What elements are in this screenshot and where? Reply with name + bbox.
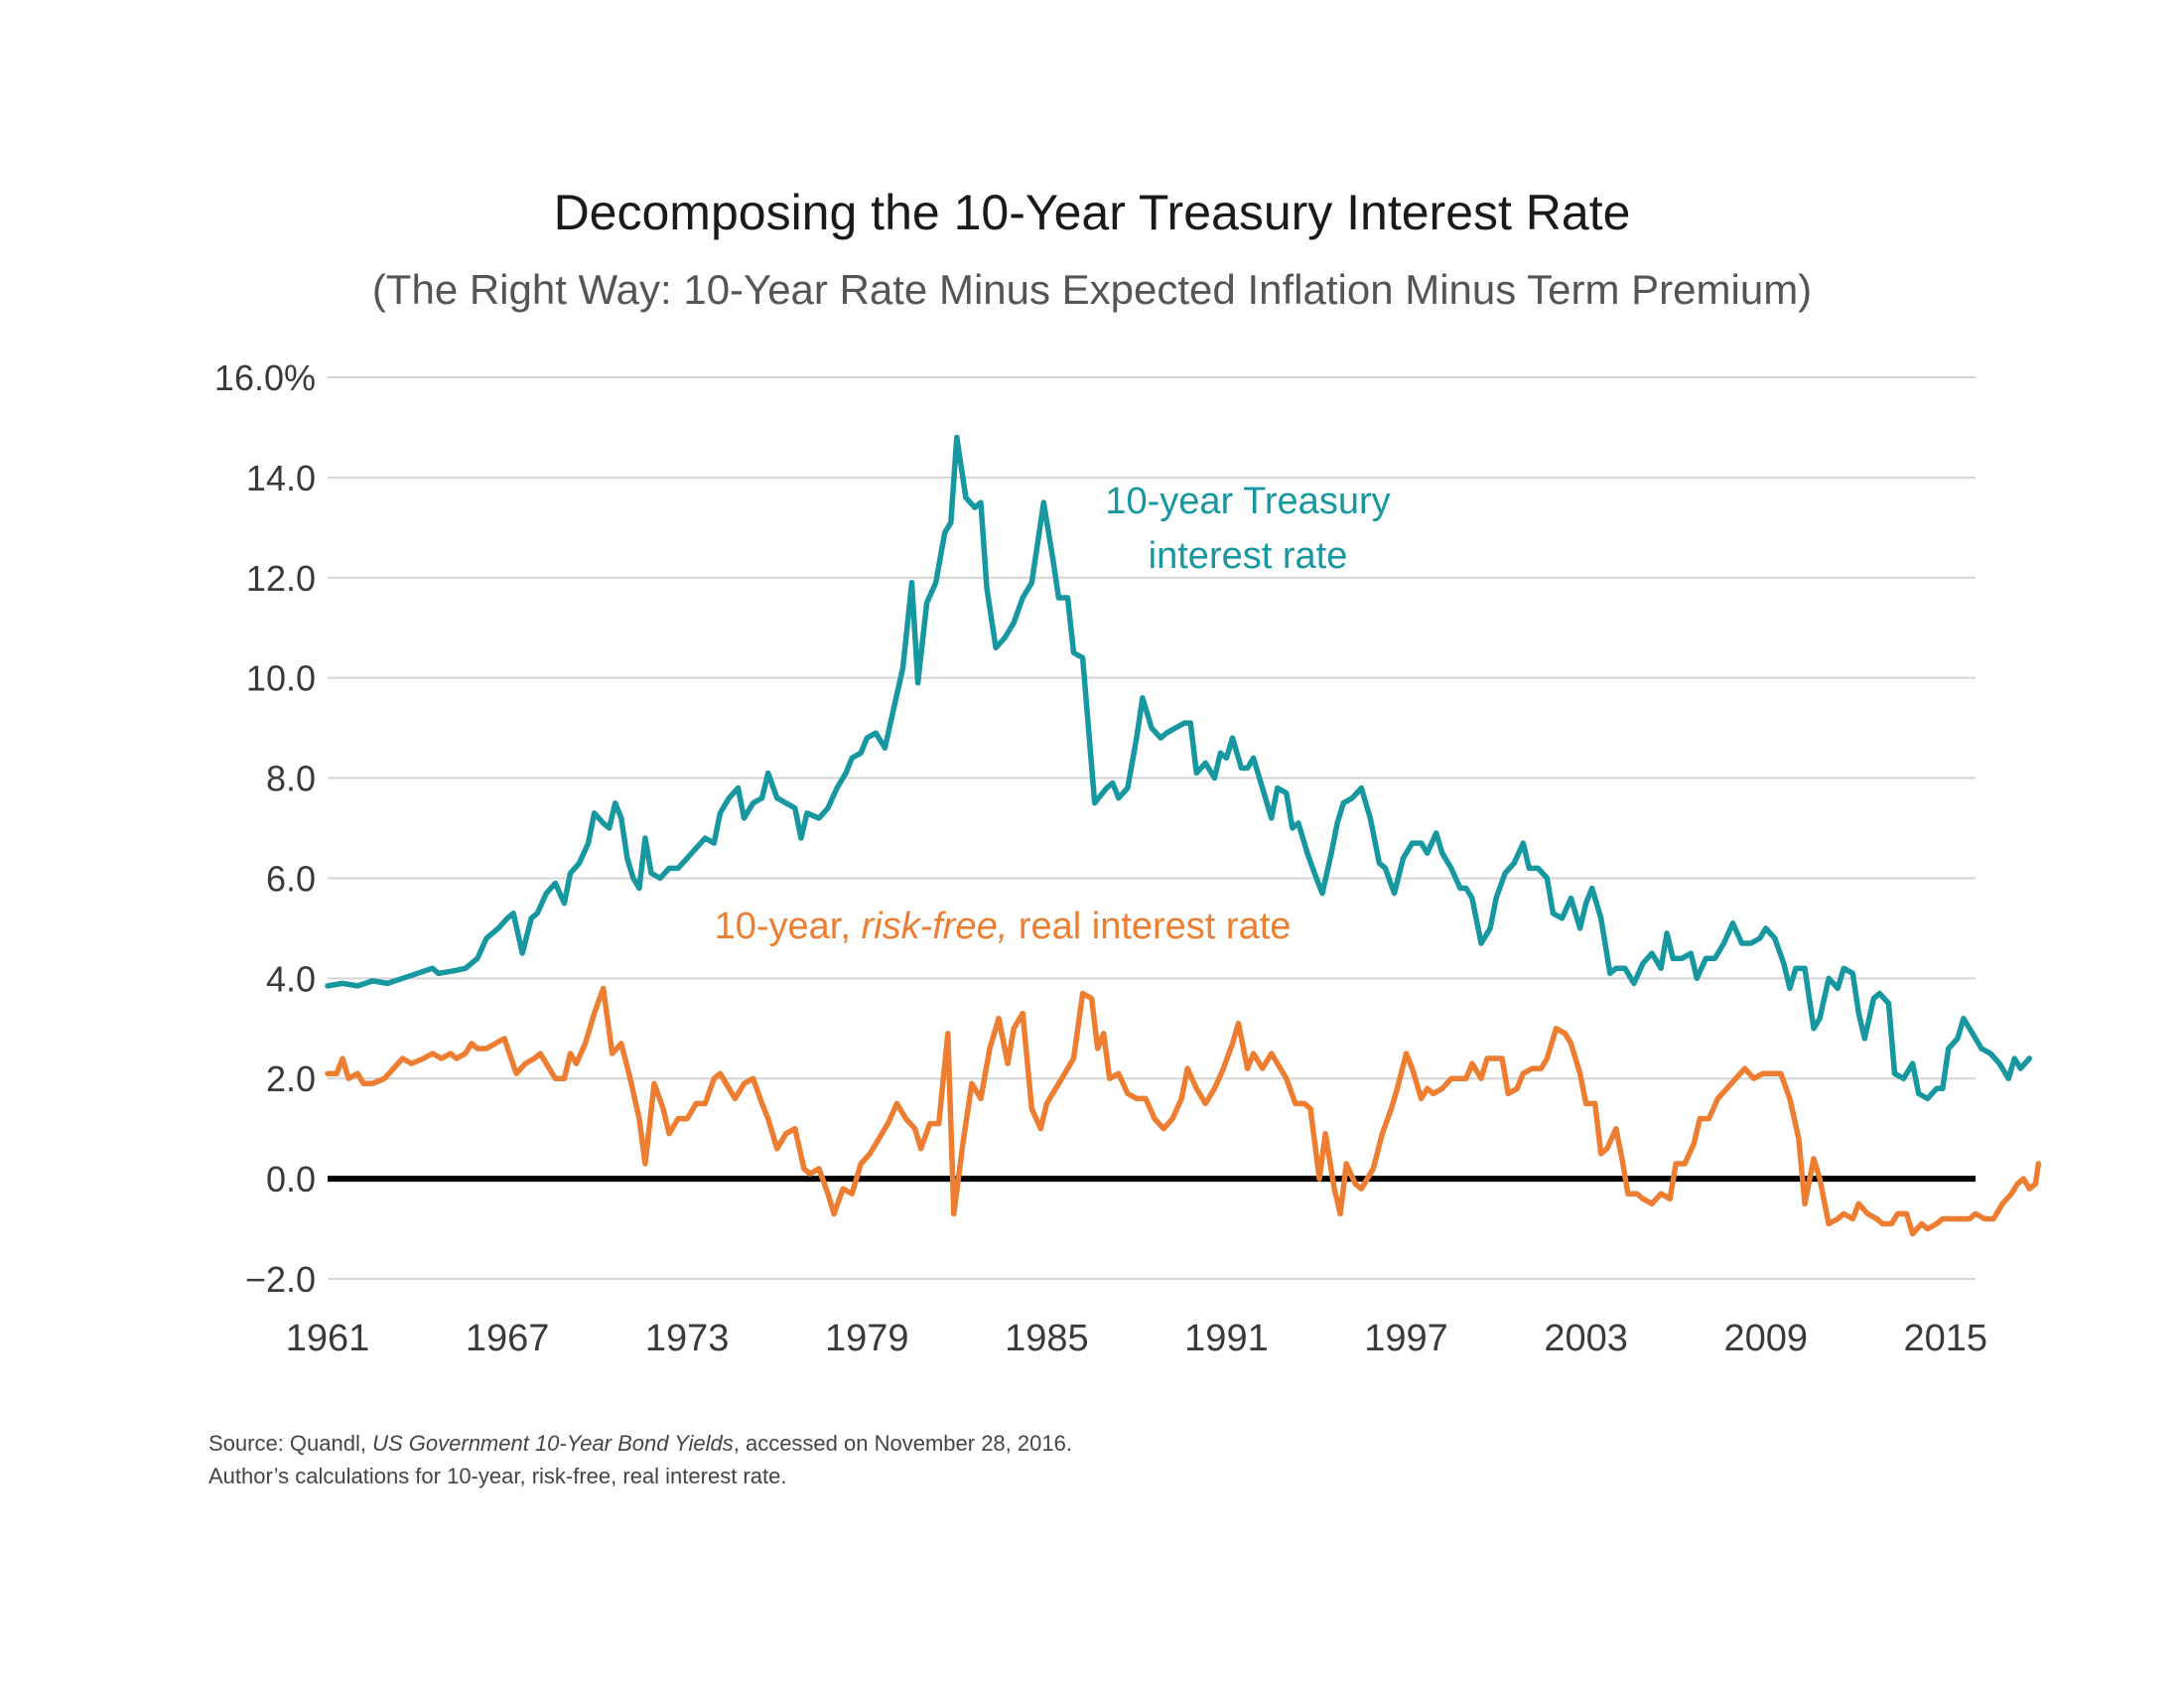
y-tick-label: 14.0 <box>246 458 316 498</box>
x-axis-ticks: 1961 1967 1973 1979 1985 1991 1997 2003 2009 2015 <box>286 1318 1987 1359</box>
grid-lines <box>328 376 1976 1280</box>
real-rate-series-label: 10-year, risk-free, real interest rate <box>715 906 1292 947</box>
x-tick-label: 1967 <box>466 1318 550 1359</box>
y-tick-label: 0.0 <box>266 1159 316 1199</box>
source-note: Source: Quandl, US Government 10-Year Bo… <box>208 1427 1072 1492</box>
series-lines <box>325 434 2042 1237</box>
treasury-series-label: 10-year Treasury <box>1105 481 1390 522</box>
label-part: risk-free, <box>861 906 1008 947</box>
label-part: 10-year, <box>715 906 862 947</box>
y-axis-ticks: −2.0 0.0 2.0 4.0 6.0 8.0 10.0 12.0 14.0 16.0% <box>214 357 316 1300</box>
source-suffix: , accessed on November 28, 2016. <box>733 1431 1072 1456</box>
treasury-series-label: interest rate <box>1149 535 1348 577</box>
x-tick-label: 1991 <box>1184 1318 1269 1359</box>
y-tick-label: 2.0 <box>266 1058 316 1099</box>
source-line-1: Source: Quandl, US Government 10-Year Bo… <box>208 1427 1072 1460</box>
x-tick-label: 1985 <box>1005 1318 1089 1359</box>
real-rate-line <box>325 985 2042 1237</box>
treasury-rate-line <box>325 434 2033 1102</box>
y-tick-label: 6.0 <box>266 858 316 899</box>
x-tick-label: 2009 <box>1723 1318 1808 1359</box>
chart-subtitle: (The Right Way: 10-Year Rate Minus Expec… <box>371 266 1813 313</box>
x-tick-label: 1979 <box>825 1318 909 1359</box>
y-tick-label: 16.0% <box>214 357 316 398</box>
series-labels: 10-year Treasury interest rate 10-year, ri… <box>715 481 1391 947</box>
x-tick-label: 1973 <box>645 1318 730 1359</box>
x-tick-label: 2003 <box>1544 1318 1628 1359</box>
y-tick-label: −2.0 <box>245 1259 316 1300</box>
y-tick-label: 10.0 <box>246 658 316 699</box>
y-tick-label: 4.0 <box>266 958 316 999</box>
x-tick-label: 1997 <box>1364 1318 1448 1359</box>
source-prefix: Source: Quandl, <box>208 1431 373 1456</box>
y-tick-label: 12.0 <box>246 558 316 599</box>
y-tick-label: 8.0 <box>266 759 316 799</box>
source-line-2: Author’s calculations for 10-year, risk-… <box>208 1464 787 1488</box>
x-tick-label: 2015 <box>1904 1318 1988 1359</box>
x-tick-label: 1961 <box>286 1318 370 1359</box>
source-publication: US Government 10-Year Bond Yields <box>372 1431 734 1456</box>
label-part: real interest rate <box>1008 906 1291 947</box>
chart-title: Decomposing the 10-Year Treasury Interes… <box>553 185 1631 240</box>
